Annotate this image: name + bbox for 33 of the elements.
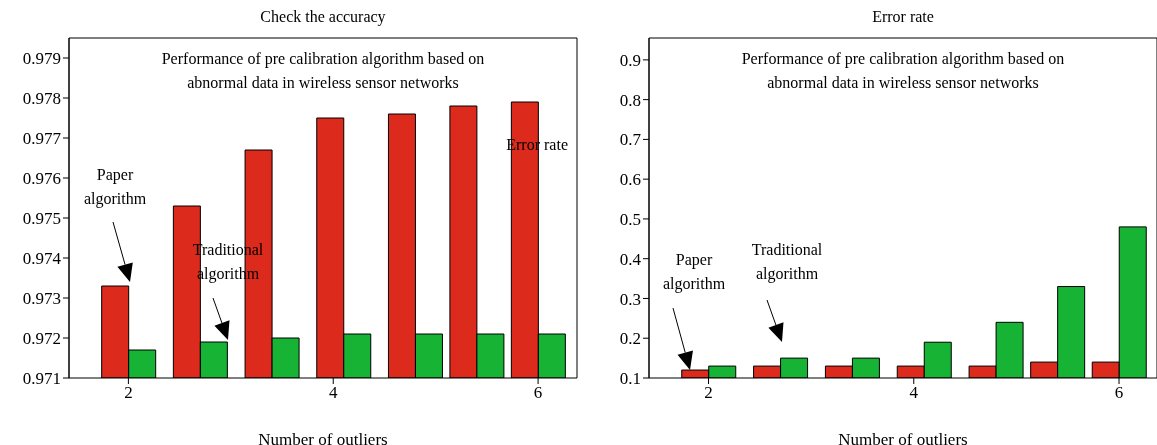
annotation: Traditional algorithm xyxy=(751,241,823,283)
y-tick-label: 0.9 xyxy=(619,50,641,70)
y-tick-label: 0.979 xyxy=(22,49,61,69)
y-tick-label: 0.976 xyxy=(22,169,61,189)
y-tick-label: 0.975 xyxy=(22,209,61,229)
y-tick-label: 0.974 xyxy=(22,249,62,269)
y-tick-label: 0.972 xyxy=(22,329,61,349)
y-tick-label: 0.978 xyxy=(22,89,61,109)
y-tick-label: 0.977 xyxy=(22,129,62,149)
y-tick-label: 0.4 xyxy=(619,249,642,269)
y-tick-label: 0.1 xyxy=(619,369,641,389)
y-tick-label: 0.2 xyxy=(619,329,641,349)
y-tick-label: 0.8 xyxy=(619,90,641,110)
x-tick-label: 2 xyxy=(124,383,133,403)
annotation: Paper algorithm xyxy=(83,166,147,208)
x-tick-label: 6 xyxy=(1114,383,1124,403)
y-tick-label: 0.973 xyxy=(22,289,61,309)
x-tick-label: 4 xyxy=(328,383,338,403)
y-tick-label: 0.3 xyxy=(619,289,641,309)
x-tick-label: 6 xyxy=(533,383,543,403)
text: Performance of pre calibration algorithm based on abnormal data in wireless sensor networks xyxy=(741,50,1065,91)
x-tick-label: 4 xyxy=(909,383,919,403)
x-axis-title: Number of outliers xyxy=(838,430,968,445)
annotation: Paper algorithm xyxy=(662,251,726,293)
text: Performance of pre calibration algorithm based on abnormal data in wireless sensor networks xyxy=(161,50,485,91)
chart-title: Check the accuracy xyxy=(259,8,387,26)
chart-title: Error rate xyxy=(871,8,935,26)
y-tick-label: 0.6 xyxy=(619,170,641,190)
x-axis-title: Number of outliers xyxy=(258,430,388,445)
x-tick-label: 2 xyxy=(704,383,713,403)
y-tick-label: 0.7 xyxy=(619,130,642,150)
y-tick-label: 0.971 xyxy=(22,369,61,389)
y-tick-label: 0.5 xyxy=(619,209,641,229)
